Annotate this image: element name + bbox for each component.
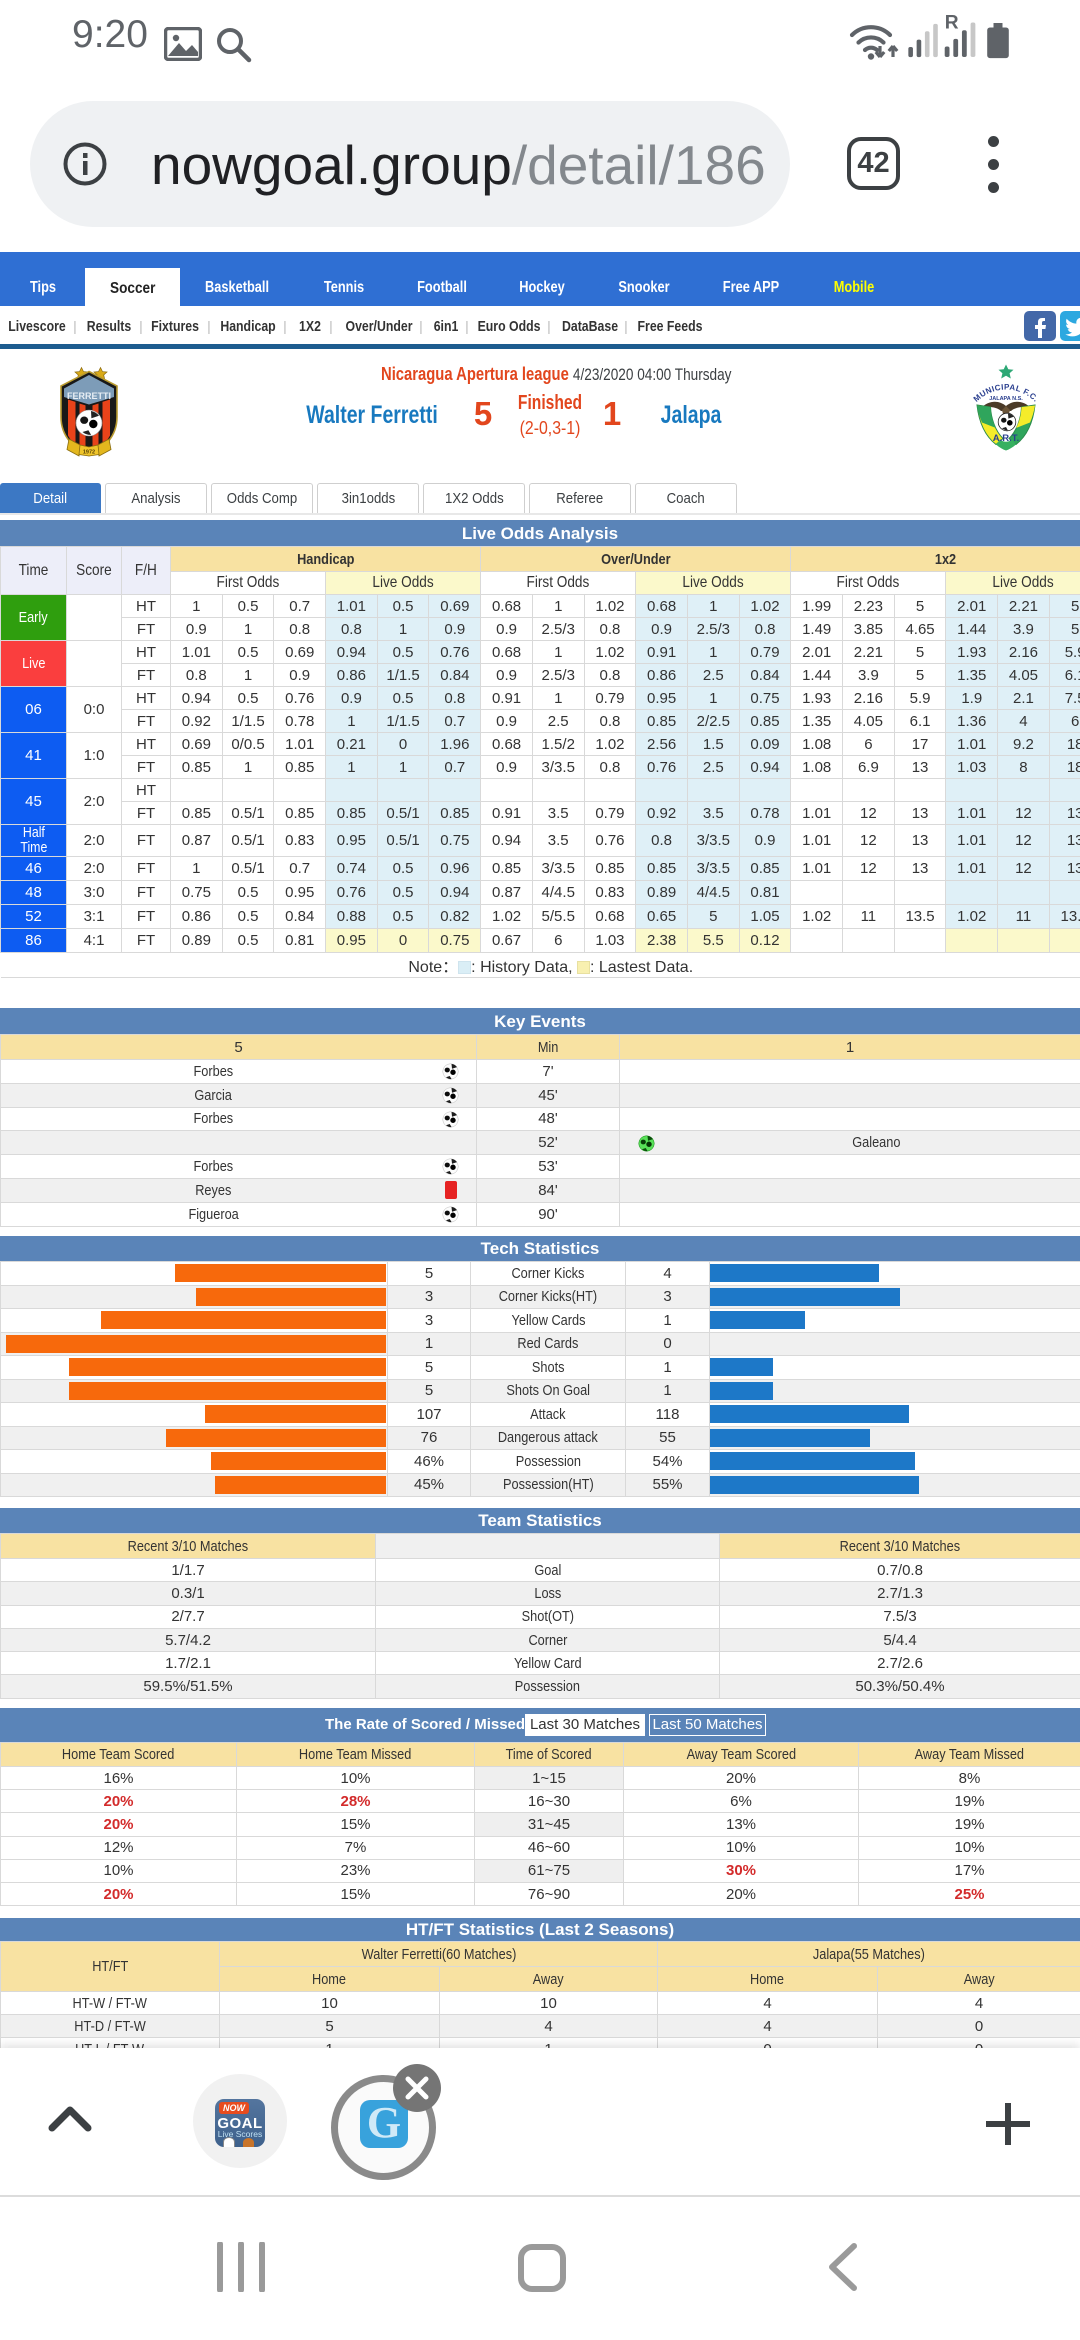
svg-text:1972: 1972 <box>83 450 95 456</box>
svg-text:A.R.T.: A.R.T. <box>993 433 1019 444</box>
svg-text:R: R <box>945 12 959 33</box>
svg-text:FERRETTI: FERRETTI <box>67 391 111 401</box>
svg-text:JALAPA N.S.: JALAPA N.S. <box>989 396 1023 402</box>
